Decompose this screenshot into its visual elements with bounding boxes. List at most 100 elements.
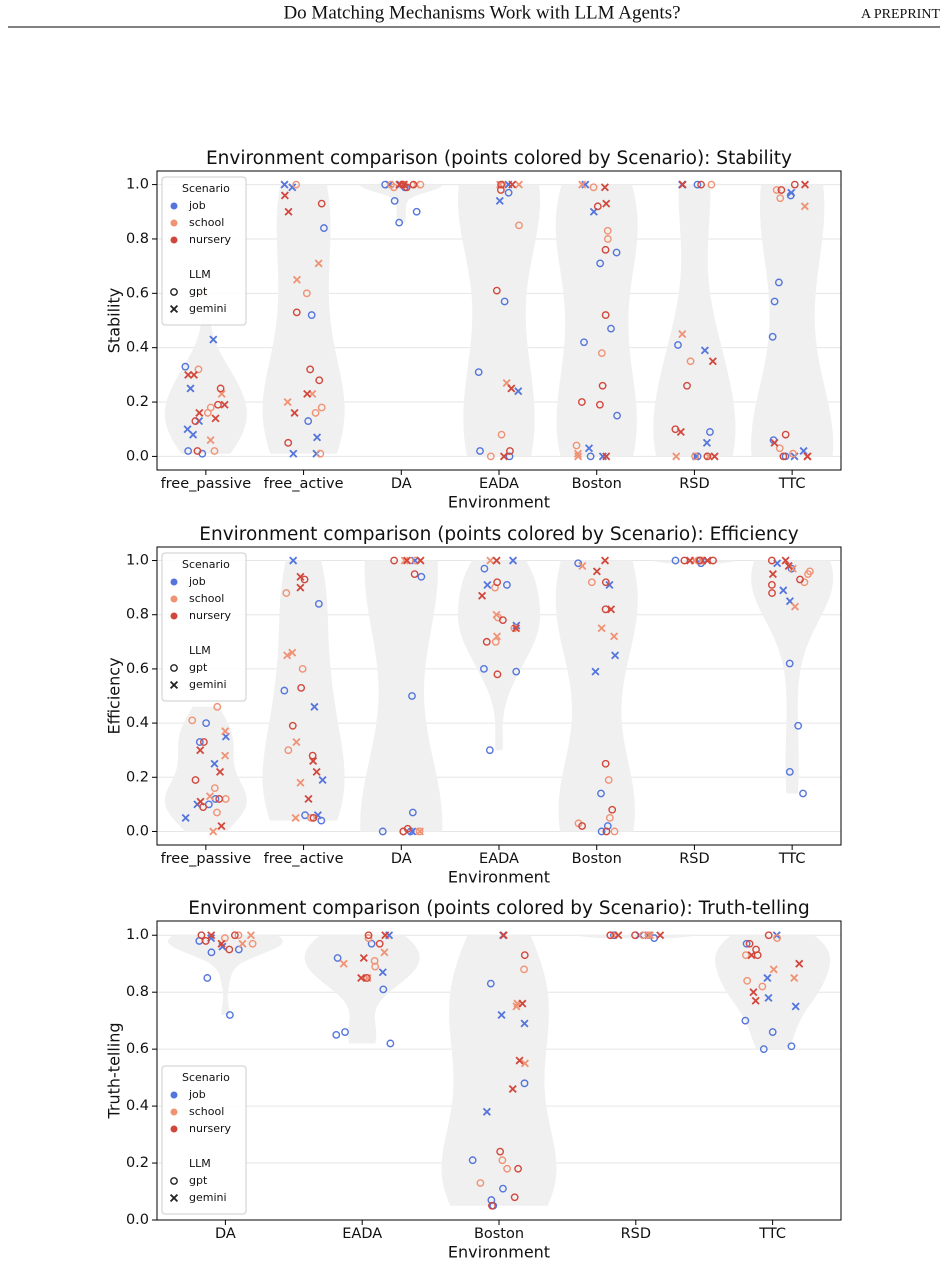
point-stroke — [578, 561, 587, 571]
point — [486, 556, 495, 565]
point-stroke — [573, 449, 582, 458]
legend-label: school — [189, 216, 224, 229]
point — [476, 447, 484, 455]
point — [671, 556, 680, 565]
point-stroke — [700, 346, 709, 355]
point — [779, 586, 788, 595]
point — [307, 814, 315, 822]
point — [194, 365, 203, 374]
point — [364, 934, 373, 942]
point — [499, 931, 508, 940]
point — [333, 954, 342, 962]
point-stroke — [209, 335, 218, 344]
point — [601, 245, 610, 254]
point-stroke — [788, 564, 797, 573]
point — [709, 556, 717, 565]
point — [480, 564, 489, 573]
violin — [164, 293, 247, 454]
point — [796, 575, 804, 584]
point — [375, 939, 384, 948]
point-stroke — [710, 452, 719, 461]
point-stroke — [416, 556, 425, 565]
point — [600, 183, 609, 192]
point-stroke — [218, 942, 227, 951]
point — [686, 357, 695, 366]
point — [768, 589, 776, 597]
point-stroke — [238, 939, 247, 948]
point — [316, 449, 325, 458]
point — [492, 556, 501, 565]
point — [188, 716, 197, 725]
running-title: Do Matching Mechanisms Work with LLM Age… — [283, 2, 680, 23]
point — [478, 591, 487, 600]
point — [496, 1147, 505, 1156]
point-stroke — [784, 561, 793, 571]
x-tick-label: Boston — [572, 851, 622, 867]
point — [313, 433, 322, 442]
point-stroke — [787, 188, 796, 197]
point-stroke — [779, 586, 788, 595]
point-stroke — [492, 556, 501, 565]
violin — [715, 935, 831, 1050]
legend-label: nursery — [189, 609, 231, 622]
point — [221, 751, 230, 760]
point-stroke — [221, 751, 230, 760]
point — [508, 180, 517, 189]
point-stroke — [283, 651, 292, 660]
point — [767, 556, 776, 565]
point-stroke — [799, 446, 808, 456]
y-tick-label: 0.8 — [126, 607, 149, 623]
point — [507, 384, 516, 393]
point — [573, 449, 582, 458]
point-stroke — [210, 759, 219, 768]
point-stroke — [785, 597, 794, 606]
point — [284, 438, 293, 447]
point-stroke — [800, 180, 810, 189]
point — [341, 1028, 349, 1036]
point — [476, 1179, 485, 1187]
point — [703, 452, 712, 461]
point-stroke — [217, 939, 226, 948]
violin — [458, 560, 540, 751]
point — [605, 580, 614, 589]
point — [310, 702, 319, 711]
point — [672, 452, 681, 461]
chart-title: Environment comparison (points colored b… — [199, 524, 798, 545]
point-stroke — [751, 996, 760, 1005]
point-stroke — [512, 1002, 521, 1011]
point-stroke — [189, 430, 198, 439]
violin — [751, 184, 834, 457]
point — [332, 1031, 341, 1039]
point-stroke — [221, 727, 230, 736]
point — [213, 702, 222, 711]
legend-label: gemini — [189, 678, 227, 691]
point — [492, 286, 501, 295]
point — [314, 259, 323, 268]
point-stroke — [578, 180, 587, 189]
x-tick-label: TTC — [758, 1226, 786, 1242]
point-stroke — [289, 449, 298, 458]
point — [311, 409, 320, 417]
point — [296, 583, 305, 592]
point — [498, 616, 507, 625]
point — [288, 721, 297, 730]
point — [196, 746, 205, 755]
point — [578, 822, 587, 830]
point — [515, 221, 523, 230]
point — [300, 575, 309, 584]
point — [804, 570, 812, 578]
point — [784, 561, 793, 571]
point-stroke — [492, 610, 501, 619]
point — [248, 939, 257, 948]
point — [741, 1016, 750, 1025]
point-stroke — [217, 821, 226, 831]
point — [280, 180, 289, 189]
point — [787, 564, 796, 573]
point — [680, 556, 689, 565]
point — [170, 288, 178, 296]
point — [496, 186, 505, 194]
point — [803, 452, 812, 461]
point — [296, 572, 305, 581]
point — [408, 808, 417, 817]
